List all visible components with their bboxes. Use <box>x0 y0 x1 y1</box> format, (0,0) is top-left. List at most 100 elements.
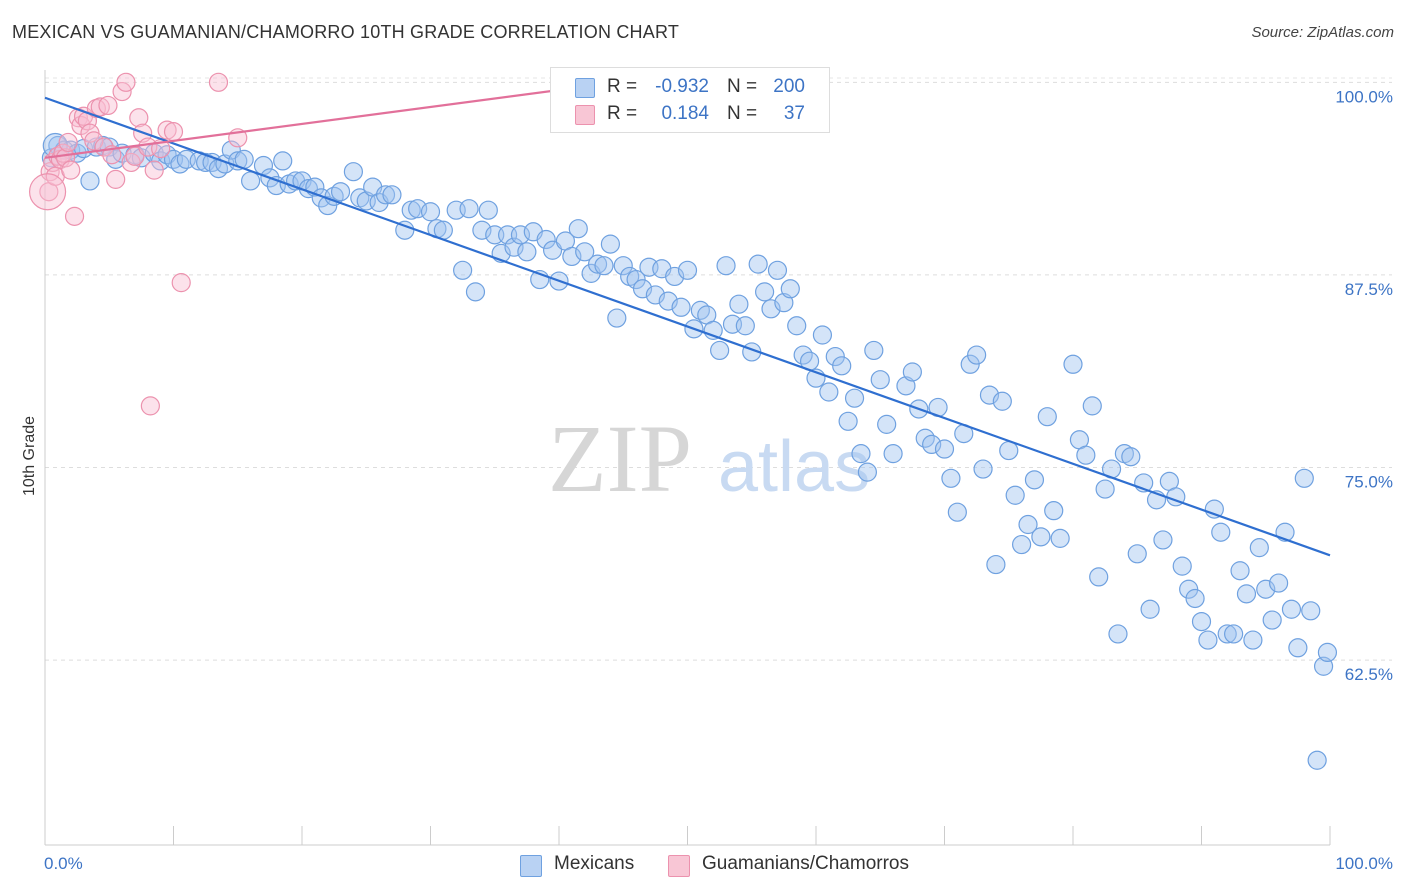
mexicans-point <box>375 185 396 205</box>
mexicans-point <box>671 297 691 317</box>
watermark-atlas: atlas <box>718 427 870 507</box>
mexicans-point <box>536 229 556 250</box>
guamanians-point <box>64 206 85 226</box>
guamanians-point <box>98 95 118 116</box>
mexicans-point <box>343 162 363 182</box>
mexicans-point <box>1281 599 1302 619</box>
mexicans-point <box>1095 479 1115 499</box>
legend-n-label: N = <box>727 103 758 124</box>
bottom-legend-label-guamanians: Guamanians/Chamorros <box>702 853 909 874</box>
mexicans-point <box>1288 638 1308 658</box>
guamanians-point <box>140 396 160 416</box>
y-tick-label: 62.5% <box>1345 665 1393 684</box>
mexicans-point <box>542 240 563 260</box>
mexicans-point <box>1044 501 1064 521</box>
mexicans-point <box>1024 470 1045 490</box>
mexicans-point <box>453 260 473 280</box>
mexicans-point <box>986 554 1006 575</box>
y-axis-label: 10th Grade <box>21 416 38 496</box>
legend-n-value: 37 <box>783 103 805 124</box>
mexicans-point <box>838 411 858 431</box>
mexicans-point <box>1243 630 1263 650</box>
guamanians-point <box>84 131 104 151</box>
mexicans-point <box>922 434 942 455</box>
tick-labels: 100.0% 87.5% 75.0% 62.5% 0.0% 100.0% <box>44 87 1393 873</box>
mexicans-point <box>395 220 415 240</box>
mexicans-point <box>1153 530 1173 550</box>
legend-swatch-guamanians <box>575 105 595 125</box>
mexicans-point <box>1249 538 1269 558</box>
mexicans-point <box>472 220 492 240</box>
mexicans-point <box>1198 630 1218 650</box>
guamanians-point <box>208 72 229 92</box>
mexicans-point <box>992 391 1012 411</box>
mexicans-point <box>1224 624 1244 644</box>
mexicans-point <box>273 151 293 171</box>
guamanians-point <box>58 132 78 153</box>
legend-r-value: 0.184 <box>661 103 709 124</box>
mexicans-point <box>1191 611 1212 632</box>
watermark-zip: ZIP <box>548 405 692 512</box>
mexicans-point <box>748 254 768 274</box>
mexicans-point <box>1262 610 1282 630</box>
mexicans-point <box>787 316 807 336</box>
mexicans-point <box>401 200 421 220</box>
y-tick-label: 75.0% <box>1345 473 1393 492</box>
trendline-mexicans <box>44 96 1331 557</box>
mexicans-point <box>1011 534 1032 555</box>
mexicans-point <box>221 140 241 160</box>
guamanians-point <box>55 148 76 168</box>
x-tick-label-right: 100.0% <box>1335 854 1393 873</box>
mexicans-point <box>1031 527 1051 547</box>
mexicans-point <box>1307 750 1327 770</box>
mexicans-point <box>941 468 961 488</box>
mexicans-point <box>851 444 871 464</box>
mexicans-point <box>478 200 498 220</box>
series-guamanians <box>28 72 248 416</box>
bottom-legend-swatch-mexicans <box>520 855 542 877</box>
legend: R = -0.932 N = 200 R = 0.184 N = 37 <box>550 67 830 133</box>
bottom-legend-swatch-guamanians <box>668 855 690 877</box>
mexicans-point <box>1121 447 1141 467</box>
mexicans-point <box>607 308 627 328</box>
mexicans-point <box>883 444 903 464</box>
mexicans-point <box>1108 624 1128 644</box>
series-mexicans <box>41 132 1338 770</box>
mexicans-point <box>1037 407 1057 427</box>
mexicans-point <box>330 182 351 202</box>
mexicans-point <box>716 256 736 276</box>
source-label: Source: ZipAtlas.com <box>1251 24 1394 41</box>
legend-r-label: R = <box>607 103 638 124</box>
mexicans-point <box>465 282 486 302</box>
mexicans-point <box>575 242 595 262</box>
mexicans-point <box>241 171 261 191</box>
guamanians-point <box>90 97 110 117</box>
mexicans-point <box>947 502 967 522</box>
mexicans-point <box>1294 468 1314 488</box>
mexicans-point <box>459 199 479 219</box>
mexicans-point <box>1018 514 1038 535</box>
guamanians-point <box>163 122 184 142</box>
mexicans-point <box>677 260 698 280</box>
guamanians-point <box>106 169 126 189</box>
mexicans-point <box>568 219 588 239</box>
legend-swatch-mexicans <box>575 78 595 98</box>
legend-r-label: R = <box>607 76 638 97</box>
mexicans-point <box>1211 522 1231 542</box>
mexicans-point <box>710 340 730 361</box>
mexicans-point <box>1172 556 1192 576</box>
mexicans-point <box>562 246 582 267</box>
mexicans-point <box>934 439 955 459</box>
mexicans-point <box>729 294 749 314</box>
guamanians-point <box>171 273 191 293</box>
x-tick-label-left: 0.0% <box>44 854 83 873</box>
mexicans-point <box>131 148 151 168</box>
mexicans-point <box>1230 561 1250 581</box>
mexicans-point <box>864 340 884 361</box>
mexicans-point <box>780 279 800 299</box>
mexicans-point <box>1005 485 1025 505</box>
mexicans-point <box>767 260 788 280</box>
mexicans-point <box>1140 599 1160 619</box>
legend-n-label: N = <box>727 76 758 97</box>
guamanians-point <box>28 173 67 211</box>
